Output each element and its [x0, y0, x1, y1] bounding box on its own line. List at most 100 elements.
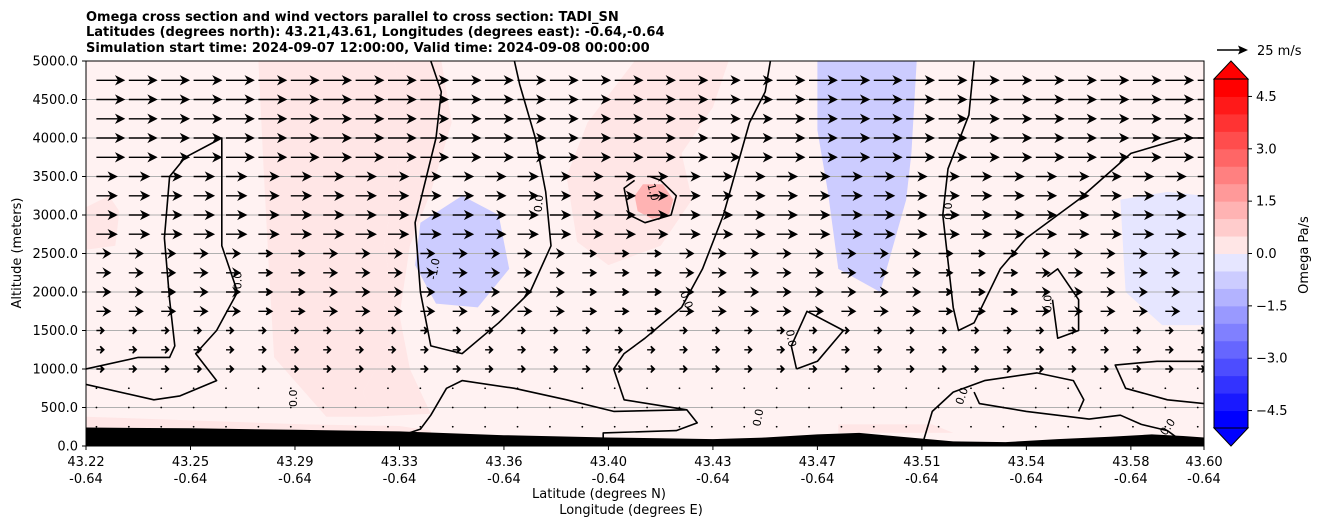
wind-vector — [1132, 152, 1162, 163]
wind-vector — [258, 364, 267, 374]
wind-vector — [776, 364, 786, 374]
wind-vector — [290, 287, 306, 297]
wind-vector — [906, 209, 928, 221]
wind-vector — [744, 305, 760, 317]
x-tick-label-latitude: 43.54 — [1008, 455, 1045, 470]
wind-vector — [582, 209, 604, 221]
wind-vector — [841, 248, 857, 259]
wind-vector — [549, 209, 572, 221]
title-line-3: Simulation start time: 2024-09-07 12:00:… — [86, 41, 650, 56]
wind-vector — [355, 190, 377, 201]
wind-vector — [193, 132, 223, 144]
wind-vector — [419, 425, 422, 428]
wind-vector — [971, 209, 993, 221]
y-axis-label: Altitude (meters) — [10, 198, 25, 309]
wind-vector — [323, 113, 353, 124]
wind-vector — [1132, 248, 1148, 259]
wind-vector — [1165, 229, 1187, 240]
wind-vector — [388, 132, 417, 144]
wind-vector — [613, 425, 616, 428]
wind-vector — [1068, 267, 1084, 279]
wind-vector — [355, 248, 371, 259]
wind-vector — [193, 326, 203, 335]
wind-vector — [1035, 286, 1051, 298]
wind-vector — [1165, 209, 1187, 221]
wind-vector — [95, 387, 98, 390]
wind-vector — [485, 305, 501, 317]
colorbar-segment — [1214, 166, 1248, 185]
wind-vector — [711, 152, 741, 163]
wind-vector — [614, 113, 644, 124]
x-tick-label-longitude: -0.64 — [1187, 472, 1221, 487]
wind-vector — [971, 268, 986, 277]
wind-vector — [1068, 75, 1097, 86]
wind-vector — [549, 171, 572, 182]
wind-vector — [485, 171, 507, 182]
wind-vector — [323, 248, 339, 259]
wind-vector — [1100, 267, 1116, 279]
wind-vector — [549, 229, 572, 240]
x-tick-label-latitude: 43.60 — [1185, 455, 1222, 470]
wind-vector — [776, 190, 799, 201]
wind-vector — [873, 326, 883, 335]
wind-vector — [1099, 387, 1102, 390]
wind-vector — [614, 75, 644, 86]
wind-vector — [711, 286, 727, 298]
wind-vector — [193, 364, 203, 374]
wind-vector — [226, 113, 255, 124]
wind-vector — [1100, 364, 1110, 374]
wind-vector — [485, 345, 494, 354]
wind-vector — [906, 326, 915, 335]
wind-vector — [1035, 267, 1051, 279]
wind-vector — [1003, 249, 1019, 258]
wind-vector — [841, 345, 850, 354]
wind-vector — [161, 267, 177, 279]
wind-vector — [1035, 326, 1045, 335]
x-tick-label-latitude: 43.58 — [1112, 455, 1149, 470]
wind-vector — [128, 94, 158, 105]
omega-contour-line — [921, 372, 1085, 446]
wind-vector — [96, 364, 105, 374]
wind-vector — [516, 425, 519, 428]
wind-vector — [516, 387, 519, 390]
wind-vector — [873, 152, 903, 163]
wind-vector — [776, 132, 806, 144]
wind-vector — [1035, 229, 1058, 240]
wind-vector — [128, 267, 144, 279]
y-tick-label: 0.0 — [57, 440, 78, 455]
wind-vector — [128, 229, 151, 240]
wind-vector — [840, 387, 843, 390]
wind-vector — [614, 229, 637, 240]
x-tick-label-longitude: -0.64 — [174, 472, 208, 487]
wind-vector — [710, 406, 713, 409]
wind-vector — [679, 190, 701, 201]
wind-vector — [257, 406, 260, 409]
wind-vector — [1132, 171, 1155, 182]
wind-vector — [355, 345, 365, 354]
wind-vector — [452, 364, 462, 374]
wind-vector — [581, 425, 584, 428]
wind-vector — [420, 229, 442, 240]
omega-positive-region — [838, 424, 954, 433]
wind-vector — [938, 113, 968, 124]
wind-vector — [711, 248, 727, 259]
wind-vector — [127, 387, 130, 390]
omega-contour-line — [602, 61, 772, 441]
wind-vector — [647, 75, 676, 86]
wind-vector — [193, 209, 216, 221]
wind-vector — [1068, 190, 1090, 201]
wind-vector — [451, 425, 454, 428]
wind-vector — [290, 132, 320, 144]
wind-vector — [1003, 132, 1033, 144]
wind-vector — [388, 152, 417, 163]
wind-vector — [678, 425, 681, 428]
wind-vector — [452, 113, 482, 124]
wind-vector — [971, 132, 1000, 144]
wind-vector — [226, 94, 255, 105]
wind-vector — [711, 113, 741, 124]
wind-vector — [1165, 171, 1187, 182]
wind-vector — [549, 305, 565, 317]
wind-vector — [1068, 229, 1090, 240]
wind-vector — [1068, 171, 1090, 182]
wind-vector — [873, 75, 903, 86]
